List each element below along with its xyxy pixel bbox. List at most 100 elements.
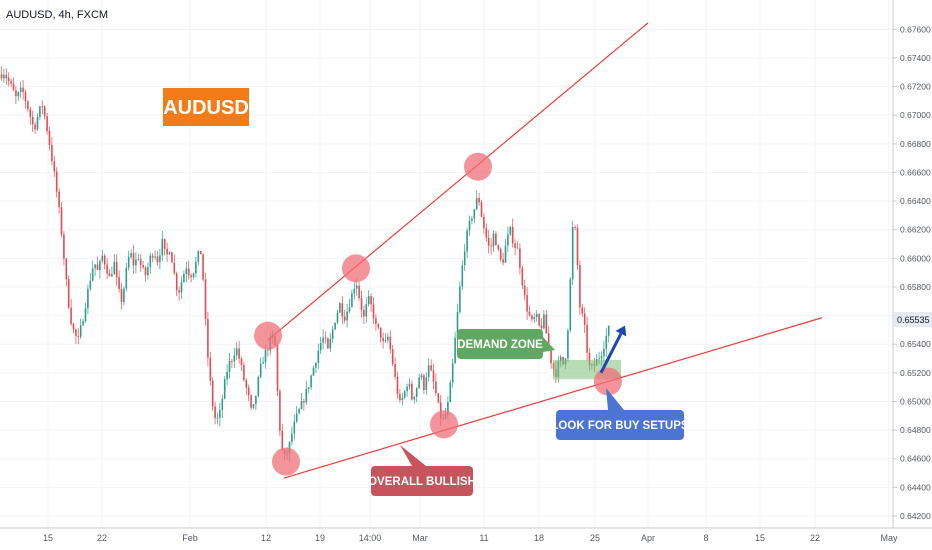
current-price-value: 0.65535 <box>897 315 930 325</box>
candle-body <box>307 387 310 389</box>
swing-circle <box>464 152 492 181</box>
candle-body <box>447 402 449 415</box>
y-tick-label: 0.67400 <box>900 53 931 63</box>
candle-body <box>291 433 293 442</box>
candle-body <box>327 338 329 349</box>
current-price-tag <box>894 312 932 327</box>
candle-body <box>22 87 24 93</box>
candle-body <box>267 349 269 351</box>
candle-body <box>226 371 228 380</box>
candle-body <box>125 267 128 289</box>
candle-body <box>478 198 480 203</box>
y-tick-label: 0.66800 <box>900 139 931 149</box>
candle-body <box>118 277 120 290</box>
y-tick-label: 0.65800 <box>900 282 931 292</box>
candle-body <box>245 380 248 388</box>
candle-body <box>439 402 442 419</box>
candle-body <box>159 255 161 263</box>
candles <box>0 66 610 462</box>
symbol-badge <box>163 88 249 126</box>
candle-body <box>475 198 478 210</box>
candle-body <box>132 253 135 266</box>
candle-body <box>415 388 418 397</box>
candle-body <box>51 145 53 162</box>
candle-body <box>207 319 209 358</box>
candle-body <box>96 264 99 271</box>
demand-zone-label-pointer <box>543 337 555 352</box>
candle-body <box>396 376 399 394</box>
candle-body <box>459 286 461 313</box>
x-tick-label: 11 <box>479 533 488 543</box>
candle-body <box>603 348 605 357</box>
candle-body <box>264 349 267 363</box>
candle-body <box>348 307 351 312</box>
candle-body <box>79 325 82 337</box>
candle-body <box>543 314 545 329</box>
candle-body <box>581 307 584 314</box>
candle-body <box>559 356 562 362</box>
candle-body <box>36 116 39 130</box>
candle-body <box>533 316 536 320</box>
candle-body <box>219 409 221 418</box>
candle-body <box>550 347 552 364</box>
candle-body <box>423 375 425 391</box>
swing-circle <box>594 367 622 396</box>
candle-body <box>418 377 420 389</box>
candle-body <box>216 417 219 419</box>
candle-body <box>300 401 303 410</box>
candle-body <box>3 74 5 79</box>
x-tick-label: Feb <box>182 533 198 543</box>
candle-body <box>41 106 44 108</box>
candle-body <box>144 267 147 276</box>
candle-body <box>567 330 569 359</box>
symbol-badge-text: AUDUSD <box>163 97 249 119</box>
x-tick-label: 25 <box>590 533 600 543</box>
y-tick-label: 0.66400 <box>900 196 931 206</box>
candle-body <box>70 307 72 324</box>
candle-body <box>127 257 130 268</box>
candle-body <box>411 383 413 400</box>
candle-body <box>420 375 423 378</box>
candle-body <box>156 256 159 263</box>
arrow-shaft <box>599 332 623 374</box>
candle-body <box>487 237 490 246</box>
candle-body <box>339 303 341 313</box>
y-tick-label: 0.65200 <box>900 368 931 378</box>
candle-body <box>516 247 519 249</box>
x-tick-label: 12 <box>261 533 271 543</box>
x-tick-label: 15 <box>43 533 53 543</box>
demand-zone-label: DEMAND ZONE <box>457 329 555 359</box>
candle-body <box>607 325 610 336</box>
candle-body <box>281 430 284 450</box>
candle-body <box>324 337 327 339</box>
candle-body <box>99 261 101 271</box>
candle-body <box>55 171 58 192</box>
candle-body <box>17 92 20 97</box>
buy-setups-label: LOOK FOR BUY SETUPS <box>551 388 689 440</box>
candle-body <box>403 391 406 398</box>
candle-body <box>185 268 188 274</box>
candle-body <box>279 390 281 431</box>
candle-body <box>370 296 372 305</box>
candle-body <box>600 356 603 359</box>
candle-body <box>463 251 466 266</box>
y-tick-label: 0.64400 <box>900 482 931 492</box>
candle-body <box>358 285 360 299</box>
candle-body <box>288 441 291 454</box>
x-tick-label: 18 <box>534 533 544 543</box>
candle-body <box>466 230 468 252</box>
candle-body <box>480 202 483 217</box>
candle-body <box>375 318 377 324</box>
candle-body <box>468 220 471 231</box>
candle-body <box>135 259 137 266</box>
candle-body <box>574 227 576 229</box>
swing-circle <box>272 447 300 476</box>
chart-title: AUDUSD, 4h, FXCM <box>6 9 108 21</box>
buy-setups-label-text: LOOK FOR BUY SETUPS <box>551 420 688 432</box>
candle-body <box>103 255 106 265</box>
candle-body <box>523 285 526 296</box>
candle-body <box>19 87 22 93</box>
candle-body <box>343 316 346 321</box>
candle-body <box>84 308 87 322</box>
candle-body <box>238 348 240 359</box>
